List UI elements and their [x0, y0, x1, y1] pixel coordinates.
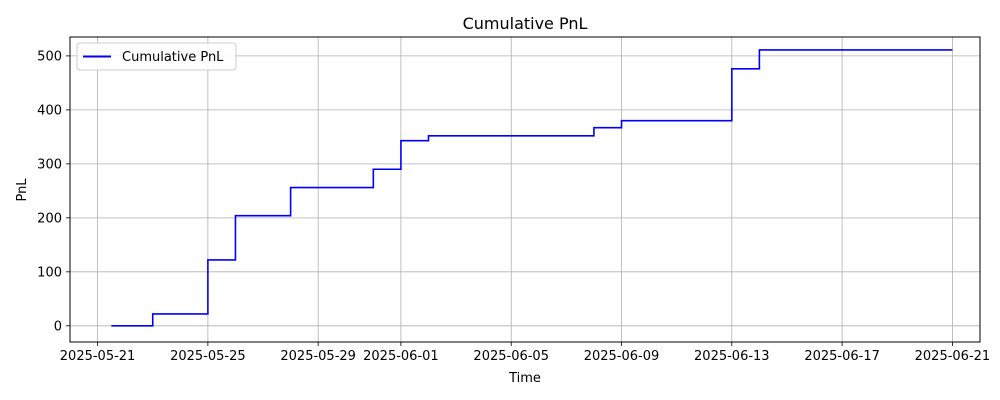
- series-line-cumulative-pnl: [111, 49, 953, 327]
- x-tick-label: 2025-06-17: [804, 349, 880, 364]
- x-tick-label: 2025-05-25: [170, 349, 246, 364]
- chart-title: Cumulative PnL: [463, 14, 588, 33]
- x-axis-label: Time: [508, 371, 541, 386]
- y-tick-label: 500: [37, 49, 62, 64]
- x-tick-label: 2025-05-29: [280, 349, 356, 364]
- y-tick-label: 400: [37, 103, 62, 118]
- y-tick-label: 0: [54, 319, 62, 334]
- x-tick-label: 2025-06-09: [584, 349, 660, 364]
- legend: Cumulative PnL: [76, 42, 237, 71]
- x-tick-label: 2025-06-01: [363, 349, 439, 364]
- grid: [70, 37, 980, 342]
- y-tick-label: 300: [37, 157, 62, 172]
- y-tick-label: 200: [37, 211, 62, 226]
- series-layer: [111, 49, 953, 327]
- plot-area-frame: [69, 36, 981, 343]
- x-tick-label: 2025-06-21: [915, 349, 991, 364]
- y-axis: 0 100 200 300 400 500: [37, 49, 70, 334]
- y-tick-label: 100: [37, 265, 62, 280]
- x-tick-label: 2025-06-13: [694, 349, 770, 364]
- legend-label: Cumulative PnL: [122, 50, 224, 65]
- legend-box: [76, 42, 237, 71]
- x-axis: 2025-05-21 2025-05-25 2025-05-29 2025-06-01…: [60, 342, 990, 364]
- x-tick-label: 2025-05-21: [60, 349, 136, 364]
- y-axis-label: PnL: [15, 178, 30, 202]
- x-tick-label: 2025-06-05: [473, 349, 549, 364]
